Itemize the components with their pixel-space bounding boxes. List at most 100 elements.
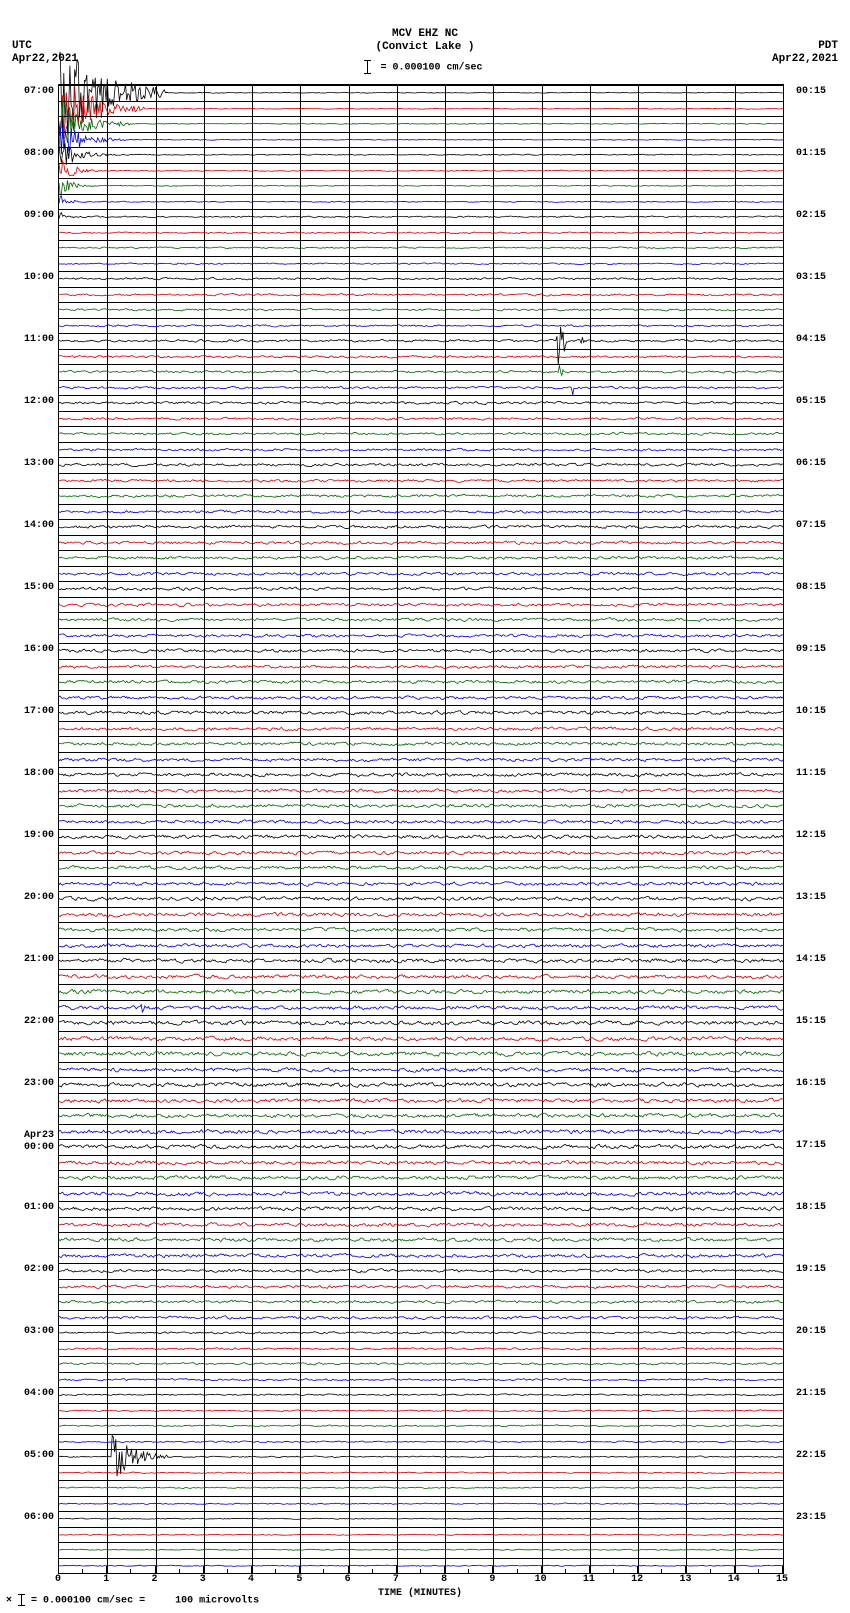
x-tick-label: 7 — [393, 1574, 399, 1585]
hour-label: 15:00 — [6, 582, 54, 594]
hour-label: 16:15 — [796, 1078, 844, 1090]
hour-label: 07:15 — [796, 520, 844, 532]
hour-label: 09:15 — [796, 644, 844, 656]
trace-row — [59, 1108, 783, 1124]
trace-row — [59, 1403, 783, 1419]
hour-label: 22:15 — [796, 1450, 844, 1462]
trace-waveform — [59, 287, 783, 303]
trace-row — [59, 1341, 783, 1357]
trace-row — [59, 101, 783, 117]
trace-waveform — [59, 1000, 783, 1016]
trace-row — [59, 209, 783, 225]
trace-waveform — [59, 1496, 783, 1512]
trace-row — [59, 736, 783, 752]
trace-row — [59, 1232, 783, 1248]
trace-waveform — [59, 1139, 783, 1155]
trace-row — [59, 519, 783, 535]
trace-waveform — [59, 969, 783, 985]
trace-row — [59, 194, 783, 210]
trace-row — [59, 240, 783, 256]
trace-waveform — [59, 829, 783, 845]
trace-waveform — [59, 101, 783, 117]
trace-row — [59, 1062, 783, 1078]
trace-row — [59, 333, 783, 349]
trace-row — [59, 442, 783, 458]
trace-row — [59, 256, 783, 272]
trace-waveform — [59, 767, 783, 783]
trace-waveform — [59, 1232, 783, 1248]
trace-waveform — [59, 922, 783, 938]
trace-waveform — [59, 116, 783, 132]
trace-waveform — [59, 643, 783, 659]
trace-row — [59, 845, 783, 861]
hour-label: 07:00 — [6, 86, 54, 98]
x-tick-label: 9 — [489, 1574, 495, 1585]
x-tick-label: 6 — [345, 1574, 351, 1585]
trace-waveform — [59, 597, 783, 613]
trace-waveform — [59, 256, 783, 272]
hour-label: 06:15 — [796, 458, 844, 470]
scale-text: = 0.000100 cm/sec — [380, 63, 482, 74]
trace-row — [59, 1449, 783, 1465]
trace-row — [59, 1527, 783, 1543]
trace-waveform — [59, 1418, 783, 1434]
trace-waveform — [59, 1480, 783, 1496]
trace-row — [59, 1558, 783, 1574]
trace-row — [59, 891, 783, 907]
x-tick-label: 3 — [200, 1574, 206, 1585]
hour-label: 19:00 — [6, 830, 54, 842]
trace-row — [59, 1465, 783, 1481]
trace-waveform — [59, 271, 783, 287]
trace-row — [59, 1000, 783, 1016]
trace-row — [59, 907, 783, 923]
trace-row — [59, 85, 783, 101]
trace-row — [59, 953, 783, 969]
trace-row — [59, 178, 783, 194]
trace-row — [59, 1186, 783, 1202]
trace-waveform — [59, 566, 783, 582]
trace-waveform — [59, 1527, 783, 1543]
trace-row — [59, 659, 783, 675]
trace-waveform — [59, 1108, 783, 1124]
tz-left: UTC Apr22,2021 — [12, 40, 78, 66]
trace-row — [59, 287, 783, 303]
trace-row — [59, 1263, 783, 1279]
trace-row — [59, 876, 783, 892]
trace-waveform — [59, 178, 783, 194]
trace-row — [59, 1434, 783, 1450]
trace-row — [59, 1310, 783, 1326]
tz-right: PDT Apr22,2021 — [772, 40, 838, 66]
hour-label: 02:15 — [796, 210, 844, 222]
trace-waveform — [59, 209, 783, 225]
trace-waveform — [59, 302, 783, 318]
trace-row — [59, 1542, 783, 1558]
seismogram-plot — [58, 84, 784, 1574]
trace-waveform — [59, 1325, 783, 1341]
hour-label: 02:00 — [6, 1264, 54, 1276]
trace-row — [59, 550, 783, 566]
trace-row — [59, 1093, 783, 1109]
trace-waveform — [59, 519, 783, 535]
trace-waveform — [59, 891, 783, 907]
hour-label: 01:00 — [6, 1202, 54, 1214]
trace-waveform — [59, 1155, 783, 1171]
hour-label: 21:15 — [796, 1388, 844, 1400]
hour-label: 12:15 — [796, 830, 844, 842]
trace-waveform — [59, 705, 783, 721]
trace-waveform — [59, 1434, 783, 1450]
trace-row — [59, 426, 783, 442]
trace-waveform — [59, 814, 783, 830]
x-tick-label: 11 — [583, 1574, 595, 1585]
hour-label: 08:15 — [796, 582, 844, 594]
trace-row — [59, 318, 783, 334]
trace-waveform — [59, 194, 783, 210]
hour-label: 03:00 — [6, 1326, 54, 1338]
trace-waveform — [59, 1387, 783, 1403]
hour-label: 12:00 — [6, 396, 54, 408]
trace-waveform — [59, 1031, 783, 1047]
trace-waveform — [59, 736, 783, 752]
trace-waveform — [59, 535, 783, 551]
hour-label: 09:00 — [6, 210, 54, 222]
trace-row — [59, 1356, 783, 1372]
trace-row — [59, 752, 783, 768]
